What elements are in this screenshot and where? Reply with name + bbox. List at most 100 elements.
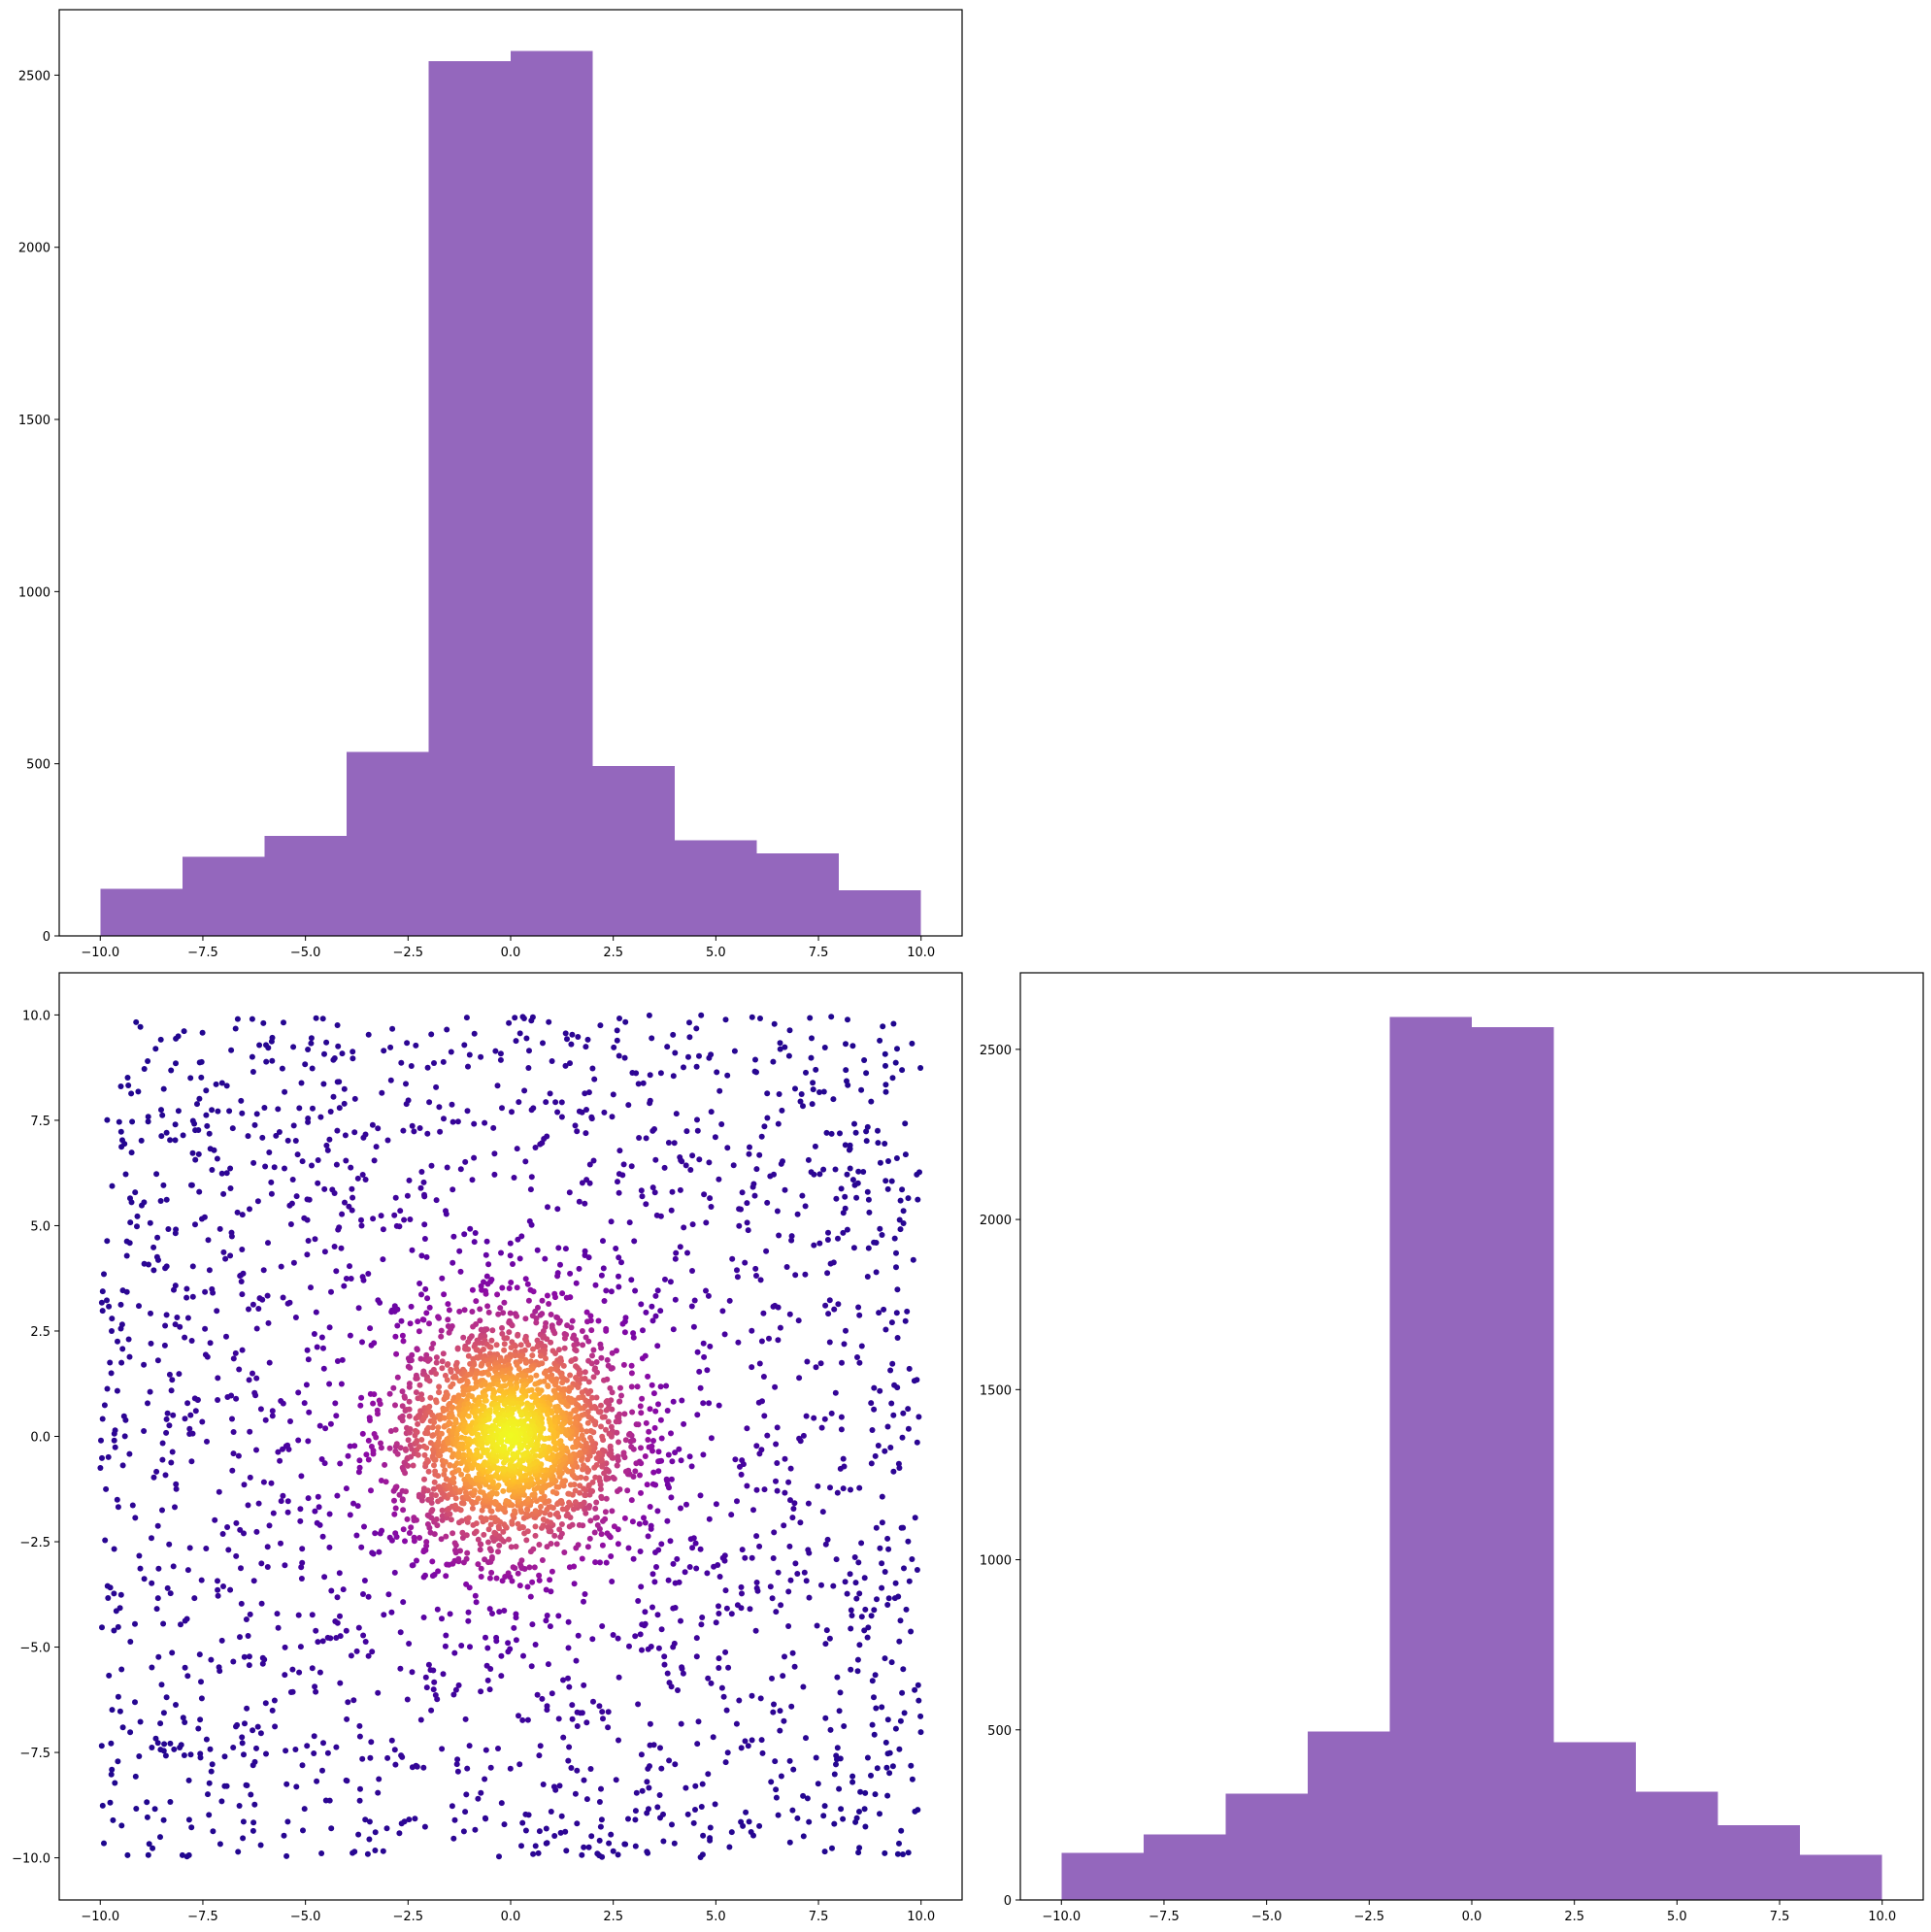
scatter-point	[495, 1746, 501, 1751]
scatter-point	[621, 1841, 628, 1848]
scatter-point	[869, 1678, 876, 1684]
scatter-point	[191, 1120, 198, 1127]
scatter-point	[454, 1435, 461, 1442]
scatter-point	[756, 1543, 763, 1549]
scatter-point	[460, 1412, 467, 1418]
scatter-point	[562, 1828, 569, 1835]
scatter-point	[526, 1564, 533, 1571]
scatter-point	[151, 1806, 158, 1813]
scatter-point	[831, 1820, 838, 1827]
scatter-point	[525, 1297, 532, 1304]
scatter-point	[433, 1371, 439, 1377]
scatter-point	[697, 1384, 704, 1391]
scatter-point	[450, 1691, 457, 1698]
scatter-point	[508, 1345, 515, 1350]
scatter-point	[450, 1835, 457, 1842]
scatter-point	[614, 1037, 620, 1044]
scatter-point	[770, 1709, 777, 1715]
scatter-point	[483, 1747, 489, 1753]
scatter-point	[464, 1549, 471, 1556]
scatter-point	[536, 1577, 543, 1583]
scatter-point	[197, 1750, 204, 1757]
scatter-point	[533, 1372, 540, 1379]
scatter-point	[282, 1088, 288, 1095]
scatter-point	[789, 1515, 796, 1521]
scatter-point	[166, 1422, 173, 1429]
scatter-point	[879, 1493, 885, 1500]
scatter-point	[563, 1848, 570, 1854]
scatter-point	[99, 1624, 105, 1631]
scatter-point	[622, 1468, 629, 1475]
scatter-point	[694, 1741, 701, 1748]
scatter-point	[636, 1520, 643, 1527]
scatter-point	[872, 1452, 879, 1459]
scatter-point	[738, 1745, 745, 1751]
scatter-point	[757, 1695, 764, 1702]
scatter-point	[406, 1816, 413, 1823]
scatter-point	[350, 1055, 356, 1062]
scatter-point	[408, 1524, 415, 1531]
scatter-point	[616, 1737, 621, 1744]
scatter-point	[238, 1565, 244, 1572]
scatter-point	[548, 1809, 554, 1815]
scatter-point	[582, 1591, 588, 1597]
scatter-point	[749, 1327, 755, 1334]
scatter-point	[699, 1851, 706, 1858]
scatter-point	[690, 1323, 697, 1330]
scatter-point	[549, 1568, 555, 1575]
scatter-point	[228, 1233, 235, 1240]
scatter-point	[226, 1108, 233, 1115]
scatter-point	[648, 1644, 654, 1649]
scatter-point	[826, 1635, 833, 1642]
scatter-point	[692, 1807, 698, 1813]
scatter-point	[216, 1225, 223, 1232]
scatter-point	[688, 1303, 695, 1310]
scatter-point	[412, 1815, 418, 1822]
scatter-point	[122, 1171, 129, 1178]
scatter-point	[706, 1159, 713, 1166]
scatter-y-tick-label: −7.5	[19, 1747, 50, 1761]
scatter-point	[558, 1114, 565, 1120]
scatter-point	[145, 1851, 151, 1858]
scatter-point	[99, 1308, 106, 1315]
scatter-point	[333, 1268, 340, 1275]
scatter-point	[483, 1662, 490, 1669]
scatter-point	[315, 1157, 321, 1163]
scatter-point	[323, 1039, 330, 1046]
scatter-point	[149, 1664, 155, 1671]
scatter-point	[194, 1396, 201, 1403]
scatter-point	[477, 1349, 483, 1355]
scatter-point	[435, 1568, 442, 1575]
scatter-point	[873, 1269, 880, 1276]
scatter-point	[469, 1177, 476, 1183]
scatter-point	[504, 1335, 511, 1342]
scatter-point	[681, 1420, 687, 1427]
scatter-point	[361, 1523, 367, 1530]
scatter-point	[742, 1259, 749, 1266]
scatter-point	[591, 1464, 598, 1471]
scatter-point	[435, 1424, 442, 1431]
scatter-point	[800, 1103, 806, 1110]
scatter-point	[102, 1537, 109, 1544]
scatter-point	[638, 1489, 644, 1496]
scatter-point	[198, 1577, 205, 1583]
scatter-point	[396, 1223, 403, 1230]
scatter-point	[609, 1579, 616, 1584]
scatter-point	[891, 1382, 898, 1388]
scatter-point	[822, 1541, 829, 1548]
scatter-point	[338, 1245, 345, 1251]
scatter-point	[264, 1544, 271, 1550]
scatter-point	[761, 1486, 768, 1493]
scatter-point	[670, 1031, 677, 1038]
scatter-point	[281, 1019, 286, 1026]
scatter-point	[421, 1476, 427, 1482]
scatter-point	[389, 1025, 396, 1032]
scatter-point	[203, 1087, 210, 1094]
scatter-point	[216, 1664, 222, 1671]
scatter-point	[186, 1545, 193, 1551]
scatter-point	[882, 1326, 889, 1333]
scatter-point	[696, 1052, 702, 1059]
scatter-point	[353, 1532, 360, 1539]
scatter-point	[207, 1340, 214, 1347]
scatter-point	[630, 1334, 637, 1341]
